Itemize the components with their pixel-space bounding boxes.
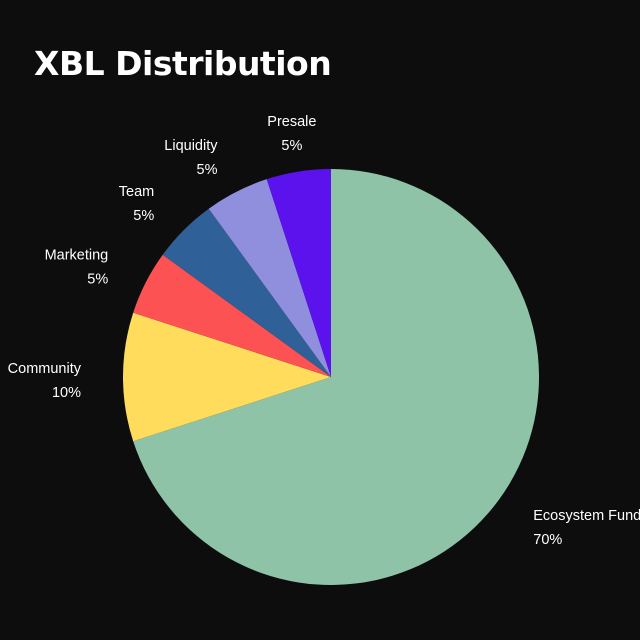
slice-label-liquidity: Liquidity <box>164 138 218 154</box>
slice-label-community: Community <box>8 361 82 377</box>
pie-slice-community <box>123 312 331 442</box>
pie-slices <box>123 169 540 585</box>
pie-slice-marketing <box>133 254 331 377</box>
pie-slice-liquidity <box>208 179 331 377</box>
pie-labels: Ecosystem Fund 70% Community 10% Marketing 5%… <box>8 114 640 548</box>
slice-value-marketing: 5% <box>87 272 108 288</box>
slice-value-community: 10% <box>52 385 81 401</box>
slice-label-ecosystem-fund: Ecosystem Fund <box>533 508 640 524</box>
slice-value-ecosystem-fund: 70% <box>533 532 562 548</box>
slice-value-liquidity: 5% <box>197 162 218 178</box>
slice-label-marketing: Marketing <box>45 248 109 264</box>
slice-label-team: Team <box>119 184 154 200</box>
pie-slice-ecosystem-fund <box>133 169 540 585</box>
pie-slice-team <box>162 208 331 377</box>
pie-slice-presale <box>266 169 331 377</box>
slice-label-presale: Presale <box>267 114 316 130</box>
slice-value-presale: 5% <box>281 138 302 154</box>
slice-value-team: 5% <box>133 208 154 224</box>
chart-title: XBL Distribution <box>34 44 332 83</box>
